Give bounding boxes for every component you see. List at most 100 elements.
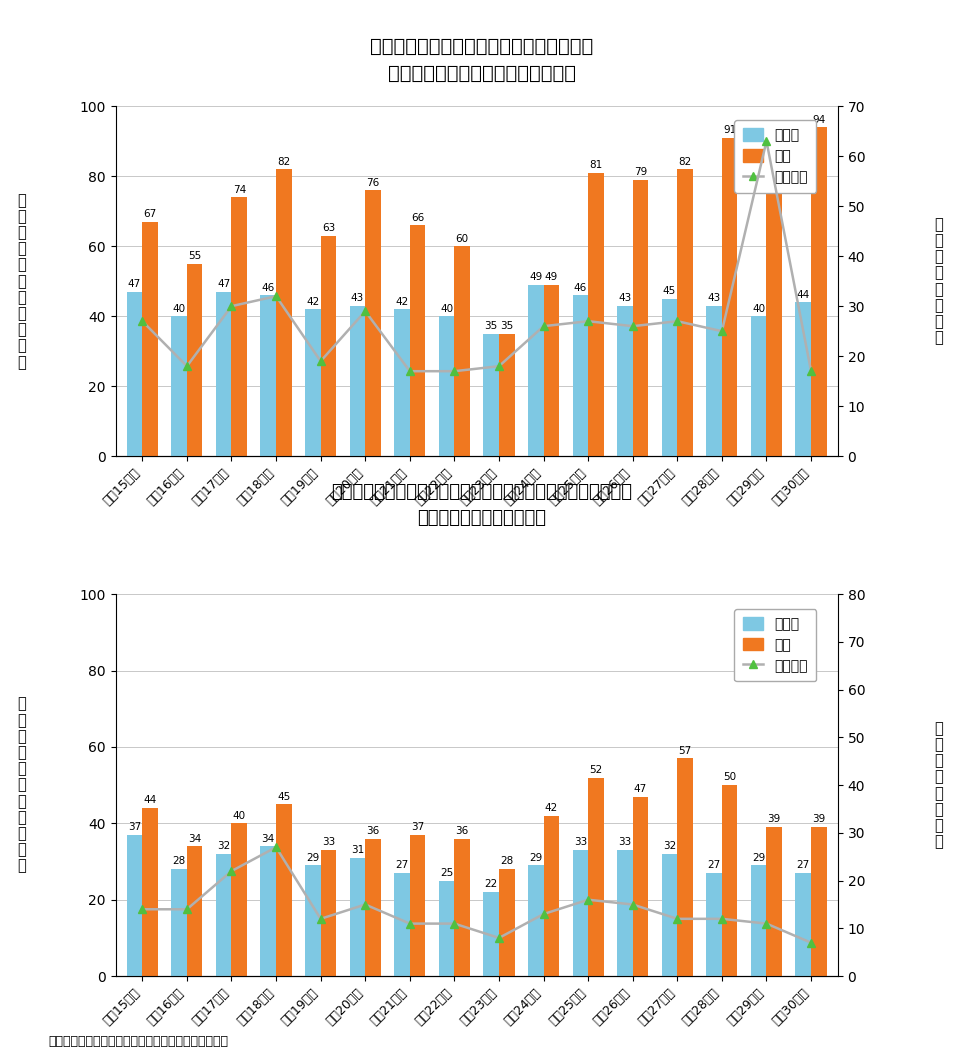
Bar xyxy=(722,138,738,456)
Bar xyxy=(143,222,158,456)
Text: 45: 45 xyxy=(663,286,676,296)
Text: 52: 52 xyxy=(589,765,603,775)
Bar xyxy=(573,850,588,976)
Bar xyxy=(321,850,336,976)
Bar xyxy=(394,873,410,976)
Text: 94: 94 xyxy=(812,115,825,124)
Text: 36: 36 xyxy=(455,825,469,836)
Text: 32: 32 xyxy=(217,841,230,851)
Text: 86: 86 xyxy=(768,142,781,153)
Bar xyxy=(543,816,560,976)
Text: 60: 60 xyxy=(455,233,469,244)
Bar xyxy=(365,190,380,456)
Bar xyxy=(276,169,292,456)
Bar xyxy=(795,873,811,976)
Text: 42: 42 xyxy=(396,297,408,307)
Bar xyxy=(528,284,543,456)
Text: 49: 49 xyxy=(529,273,542,282)
Text: 37: 37 xyxy=(128,822,142,832)
Text: 40: 40 xyxy=(233,811,246,820)
Bar xyxy=(455,838,470,976)
Bar xyxy=(528,866,543,976)
Bar xyxy=(439,881,455,976)
Text: 29: 29 xyxy=(752,853,766,863)
Text: 35: 35 xyxy=(484,321,498,331)
Text: 27: 27 xyxy=(396,860,408,870)
Bar xyxy=(350,306,365,456)
Bar xyxy=(677,169,693,456)
Bar xyxy=(365,838,380,976)
Text: 都道府県の震災訓練実施団体数、訓練回数及び参加人数の推移: 都道府県の震災訓練実施団体数、訓練回数及び参加人数の推移 xyxy=(331,483,632,501)
Bar xyxy=(439,316,455,456)
Text: 47: 47 xyxy=(128,279,142,290)
Text: 76: 76 xyxy=(366,177,379,188)
Legend: 団体数, 回数, 参加人数: 団体数, 回数, 参加人数 xyxy=(735,120,817,193)
Text: 46: 46 xyxy=(262,282,274,293)
Text: 33: 33 xyxy=(574,837,587,848)
Text: 74: 74 xyxy=(233,185,246,194)
Bar xyxy=(216,854,231,976)
Bar xyxy=(811,828,826,976)
Bar xyxy=(171,869,187,976)
Text: 28: 28 xyxy=(172,856,186,867)
Text: 63: 63 xyxy=(322,223,335,233)
Bar xyxy=(588,778,604,976)
Text: 22: 22 xyxy=(484,880,498,889)
Text: 32: 32 xyxy=(663,841,676,851)
Bar xyxy=(811,127,826,456)
Text: 45: 45 xyxy=(277,792,291,801)
Text: 実
施
団
体
数
及
び
訓
練
回
数: 実 施 団 体 数 及 び 訓 練 回 数 xyxy=(16,193,26,369)
Bar xyxy=(143,808,158,976)
Text: 81: 81 xyxy=(589,160,603,170)
Text: 55: 55 xyxy=(188,251,201,261)
Text: 46: 46 xyxy=(574,282,587,293)
Text: 27: 27 xyxy=(796,860,810,870)
Bar xyxy=(483,334,499,456)
Text: 25: 25 xyxy=(440,868,454,877)
Text: 36: 36 xyxy=(366,825,379,836)
Bar xyxy=(706,873,722,976)
Text: 67: 67 xyxy=(143,209,157,220)
Bar xyxy=(499,334,514,456)
Text: （広域支援を含んだもの）: （広域支援を含んだもの） xyxy=(417,509,546,527)
Bar xyxy=(543,284,560,456)
Text: 29: 29 xyxy=(306,853,320,863)
Text: 47: 47 xyxy=(634,784,647,794)
Bar xyxy=(588,173,604,456)
Bar xyxy=(617,850,633,976)
Bar xyxy=(767,155,782,456)
Text: 79: 79 xyxy=(634,168,647,177)
Bar xyxy=(350,857,365,976)
Bar xyxy=(455,246,470,456)
Text: 34: 34 xyxy=(262,834,274,843)
Bar xyxy=(751,866,767,976)
Text: 40: 40 xyxy=(440,303,454,314)
Bar xyxy=(767,828,782,976)
Bar xyxy=(260,295,276,456)
Text: 37: 37 xyxy=(411,822,425,832)
Text: 都道府県の震災訓練実施団体数、訓練回数: 都道府県の震災訓練実施団体数、訓練回数 xyxy=(370,37,593,56)
Text: 66: 66 xyxy=(411,212,425,223)
Text: 42: 42 xyxy=(306,297,320,307)
Bar xyxy=(187,847,202,976)
Bar xyxy=(231,823,247,976)
Bar xyxy=(617,306,633,456)
Text: 33: 33 xyxy=(618,837,632,848)
Text: 及び参加人数の推移　（総合訓練）: 及び参加人数の推移 （総合訓練） xyxy=(387,64,576,83)
Text: 91: 91 xyxy=(723,125,737,135)
Text: 42: 42 xyxy=(545,803,558,813)
Text: 参
加
人
数
（
万
人
）: 参 加 人 数 （ 万 人 ） xyxy=(934,216,944,346)
Text: 39: 39 xyxy=(812,815,825,824)
Text: 実
施
団
体
数
及
び
訓
練
回
数: 実 施 団 体 数 及 び 訓 練 回 数 xyxy=(16,697,26,873)
Bar xyxy=(706,306,722,456)
Bar xyxy=(187,264,202,456)
Text: 47: 47 xyxy=(217,279,230,290)
Text: 34: 34 xyxy=(188,834,201,843)
Text: 82: 82 xyxy=(679,157,691,167)
Bar xyxy=(662,854,677,976)
Bar xyxy=(795,302,811,456)
Bar xyxy=(722,785,738,976)
Text: 49: 49 xyxy=(545,273,558,282)
Bar xyxy=(231,197,247,456)
Bar xyxy=(499,869,514,976)
